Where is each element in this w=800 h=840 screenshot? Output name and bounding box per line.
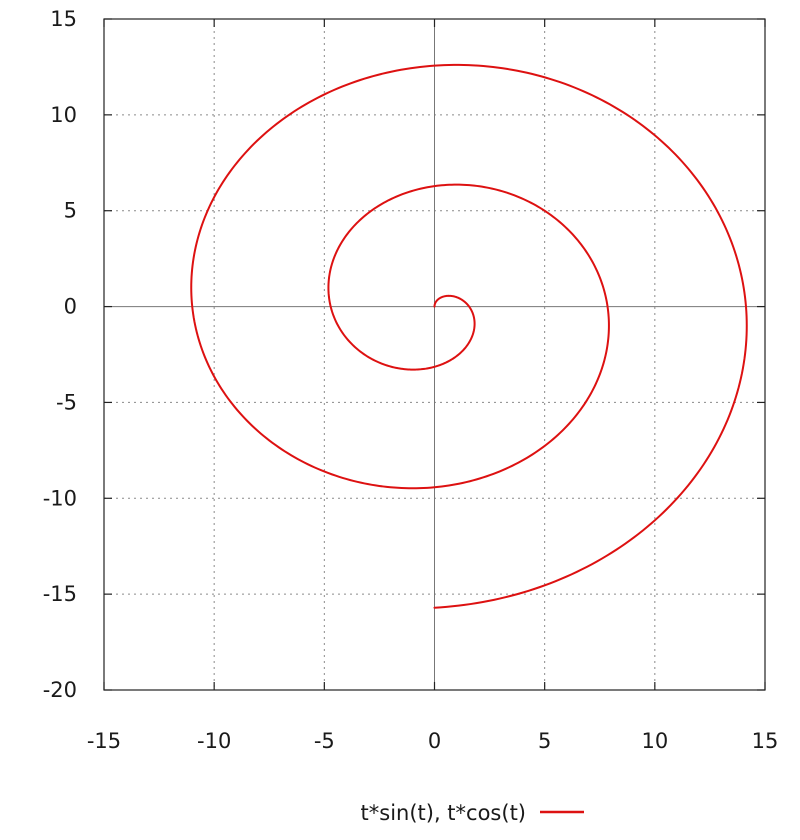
series-line bbox=[190, 63, 748, 609]
series-layer bbox=[190, 63, 748, 609]
legend: t*sin(t), t*cos(t) bbox=[361, 801, 584, 825]
tick-labels: -15 -10 -5 0 5 10 15 -20 -15 -10 -5 0 5 10 15 bbox=[43, 7, 779, 753]
y-tick-label: -5 bbox=[56, 390, 77, 414]
y-tick-label: -10 bbox=[43, 486, 77, 510]
axis-layer bbox=[103, 18, 766, 691]
y-tick-label: 10 bbox=[50, 103, 77, 127]
x-tick-label: -10 bbox=[197, 729, 231, 753]
x-tick-label: 10 bbox=[641, 729, 668, 753]
x-tick-label: -5 bbox=[314, 729, 335, 753]
y-tick-label: 5 bbox=[64, 199, 77, 223]
y-tick-label: 0 bbox=[64, 295, 77, 319]
x-tick-label: 15 bbox=[752, 729, 779, 753]
x-tick-label: 5 bbox=[538, 729, 551, 753]
x-tick-label: -15 bbox=[87, 729, 121, 753]
x-tick-label: 0 bbox=[428, 729, 441, 753]
y-tick-label: -20 bbox=[43, 678, 77, 702]
y-tick-label: -15 bbox=[43, 582, 77, 606]
y-tick-label: 15 bbox=[50, 7, 77, 31]
legend-label: t*sin(t), t*cos(t) bbox=[361, 801, 526, 825]
